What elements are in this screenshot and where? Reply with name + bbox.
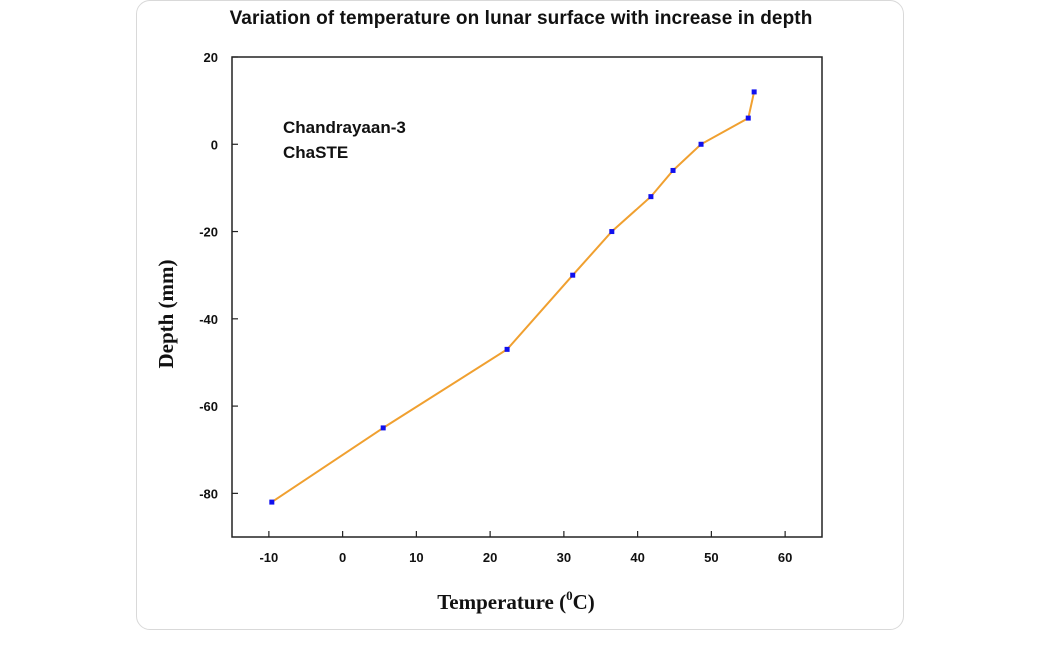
plot-frame (231, 56, 823, 538)
x-tick-label: 40 (630, 550, 644, 565)
y-axis-title: Depth (mm) (154, 259, 178, 368)
x-tick-label: 0 (339, 550, 346, 565)
x-tick-label: -10 (259, 550, 278, 565)
data-point (609, 229, 615, 235)
x-tick-label: 20 (483, 550, 497, 565)
annotation-line-1: Chandrayaan-3 (283, 118, 406, 137)
data-point (380, 425, 386, 431)
y-tick-label: 0 (211, 137, 218, 152)
series-line (271, 91, 756, 503)
x-tick-label: 30 (557, 550, 571, 565)
data-point (269, 499, 275, 505)
data-point (648, 194, 654, 200)
chart-svg: -10 0 10 20 30 40 50 60 20 0 -20 -40 -60 -80 Chandray… (154, 50, 823, 614)
data-point (698, 141, 704, 147)
x-axis-title: Temperature (0C) (437, 588, 595, 614)
x-tick-label: 60 (778, 550, 792, 565)
y-tick-label: -20 (199, 225, 218, 240)
x-tick-label: 50 (704, 550, 718, 565)
y-tick-label: -80 (199, 486, 218, 501)
data-point (751, 89, 757, 95)
y-tick-label: -40 (199, 312, 218, 327)
chart-card: Variation of temperature on lunar surfac… (136, 0, 904, 630)
data-point (670, 167, 676, 173)
chart-title: Variation of temperature on lunar surfac… (229, 8, 813, 29)
data-point (570, 272, 576, 278)
data-point (504, 346, 510, 352)
y-tick-label: 20 (204, 50, 218, 65)
annotation-line-2: ChaSTE (283, 143, 348, 162)
data-point (745, 115, 751, 121)
x-tick-label: 10 (409, 550, 423, 565)
y-tick-label: -60 (199, 399, 218, 414)
